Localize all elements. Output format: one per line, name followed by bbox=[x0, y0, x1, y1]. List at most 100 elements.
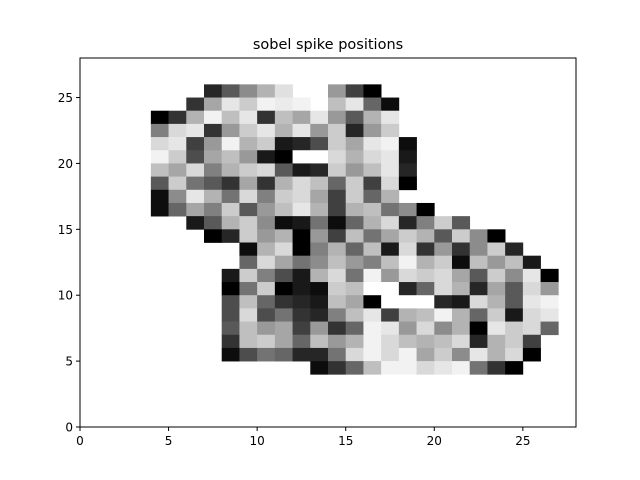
heatmap-cell bbox=[257, 216, 276, 230]
heatmap-cell bbox=[274, 123, 293, 138]
heatmap-cell bbox=[345, 321, 364, 336]
heatmap-cell bbox=[363, 202, 382, 217]
heatmap-cell bbox=[274, 282, 293, 296]
heatmap-cell bbox=[274, 137, 293, 151]
heatmap-cell bbox=[150, 163, 169, 177]
heatmap-cell bbox=[257, 242, 276, 257]
heatmap-cell bbox=[292, 347, 311, 362]
heatmap-cell bbox=[310, 123, 329, 138]
heatmap-cell bbox=[328, 176, 347, 191]
heatmap-cell bbox=[310, 202, 329, 217]
heatmap-cell bbox=[416, 255, 435, 270]
heatmap-cell bbox=[452, 321, 471, 336]
heatmap-cell bbox=[345, 137, 364, 151]
heatmap-cell bbox=[328, 216, 347, 230]
heatmap-cell bbox=[416, 268, 435, 283]
heatmap-cell bbox=[505, 308, 524, 322]
heatmap-cell bbox=[363, 334, 382, 349]
heatmap-cell bbox=[345, 84, 364, 98]
heatmap-cell bbox=[398, 150, 417, 164]
heatmap-cell bbox=[221, 84, 240, 98]
heatmap-cell bbox=[381, 202, 400, 217]
heatmap-cell bbox=[221, 295, 240, 309]
heatmap-cell bbox=[221, 321, 240, 336]
heatmap-cell bbox=[363, 189, 382, 204]
heatmap-cell bbox=[363, 163, 382, 177]
heatmap-cell bbox=[416, 229, 435, 243]
x-tick-label: 0 bbox=[76, 434, 84, 448]
heatmap-cell bbox=[239, 176, 258, 191]
heatmap-cell bbox=[274, 202, 293, 217]
heatmap-cell bbox=[186, 202, 205, 217]
heatmap-cell bbox=[416, 334, 435, 349]
heatmap-cell bbox=[398, 202, 417, 217]
heatmap-cell bbox=[292, 229, 311, 243]
x-tick-label: 15 bbox=[338, 434, 353, 448]
heatmap-cell bbox=[505, 282, 524, 296]
heatmap-cell bbox=[540, 295, 559, 309]
heatmap-cell bbox=[363, 321, 382, 336]
heatmap-cell bbox=[239, 282, 258, 296]
heatmap-cell bbox=[416, 216, 435, 230]
heatmap-cell bbox=[487, 268, 506, 283]
heatmap-cell bbox=[186, 137, 205, 151]
heatmap-cell bbox=[363, 268, 382, 283]
heatmap-cell bbox=[452, 334, 471, 349]
heatmap-cell bbox=[434, 347, 453, 362]
heatmap-cell bbox=[257, 163, 276, 177]
heatmap-cell bbox=[150, 202, 169, 217]
heatmap-cell bbox=[221, 308, 240, 322]
heatmap-cell bbox=[434, 361, 453, 375]
heatmap-cell bbox=[274, 242, 293, 257]
heatmap-cell bbox=[310, 189, 329, 204]
y-tick-label: 25 bbox=[58, 91, 73, 105]
heatmap-cell bbox=[363, 137, 382, 151]
heatmap-cell bbox=[328, 361, 347, 375]
heatmap-cell bbox=[221, 163, 240, 177]
heatmap-cell bbox=[487, 308, 506, 322]
heatmap-cell bbox=[469, 255, 488, 270]
heatmap-cell bbox=[452, 255, 471, 270]
heatmap-cell bbox=[522, 282, 541, 296]
heatmap-cell bbox=[274, 229, 293, 243]
heatmap-cell bbox=[487, 229, 506, 243]
heatmap-cell bbox=[257, 347, 276, 362]
heatmap-cell bbox=[257, 295, 276, 309]
heatmap-cell bbox=[310, 229, 329, 243]
heatmap-cell bbox=[150, 150, 169, 164]
heatmap-cell bbox=[292, 202, 311, 217]
heatmap-cell bbox=[505, 361, 524, 375]
heatmap-cell bbox=[434, 295, 453, 309]
heatmap-cell bbox=[186, 123, 205, 138]
heatmap-cell bbox=[150, 110, 169, 125]
heatmap-cell bbox=[345, 255, 364, 270]
heatmap-cell bbox=[381, 110, 400, 125]
heatmap-cell bbox=[292, 137, 311, 151]
heatmap-cell bbox=[381, 163, 400, 177]
heatmap-cell bbox=[257, 202, 276, 217]
heatmap-cell bbox=[310, 150, 329, 164]
heatmap-cell bbox=[257, 123, 276, 138]
heatmap-cell bbox=[416, 282, 435, 296]
heatmap-cell bbox=[257, 97, 276, 112]
heatmap-cell bbox=[168, 110, 187, 125]
heatmap-cell bbox=[469, 295, 488, 309]
heatmap-cell bbox=[239, 97, 258, 112]
heatmap-cell bbox=[239, 255, 258, 270]
heatmap-cell bbox=[204, 137, 223, 151]
heatmap-cell bbox=[398, 308, 417, 322]
heatmap-cell bbox=[221, 229, 240, 243]
heatmap-cell bbox=[239, 216, 258, 230]
heatmap-cell bbox=[469, 334, 488, 349]
heatmap-cell bbox=[221, 202, 240, 217]
heatmap-cell bbox=[274, 295, 293, 309]
heatmap-cell bbox=[328, 334, 347, 349]
heatmap-cell bbox=[204, 176, 223, 191]
heatmap-cell bbox=[257, 84, 276, 98]
x-tick-label: 25 bbox=[515, 434, 530, 448]
heatmap-cell bbox=[345, 268, 364, 283]
heatmap-cell bbox=[434, 268, 453, 283]
heatmap-cell bbox=[487, 255, 506, 270]
heatmap-cell bbox=[363, 110, 382, 125]
heatmap-cell bbox=[257, 176, 276, 191]
